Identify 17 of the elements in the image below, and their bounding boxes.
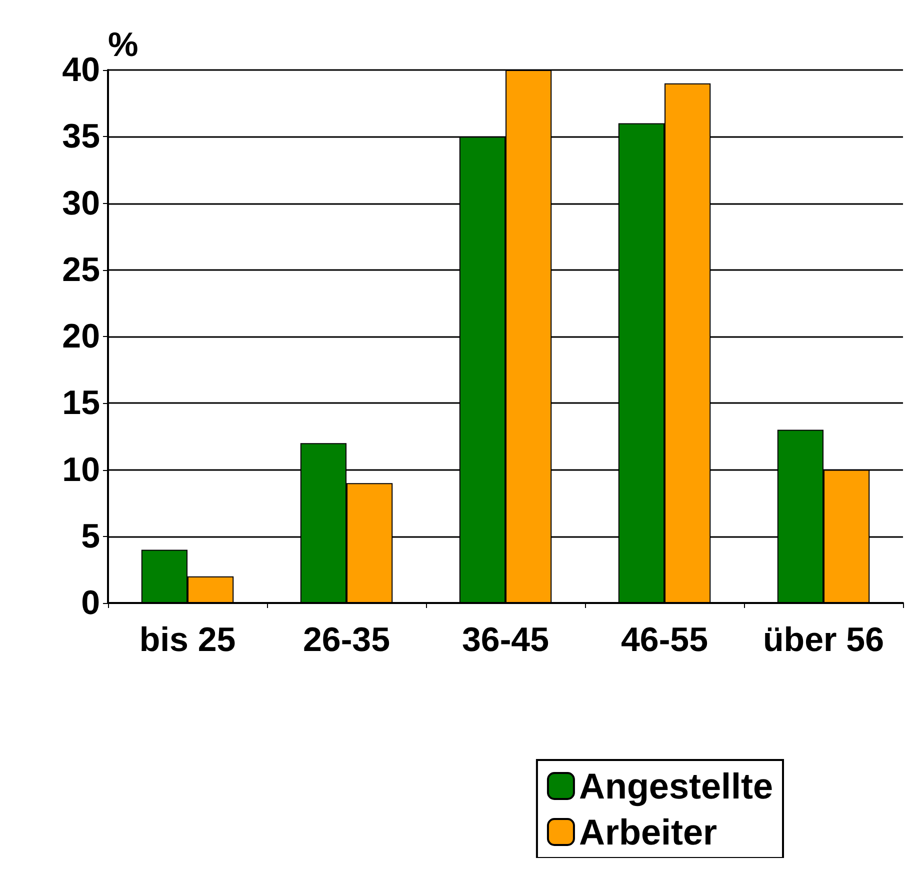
y-tick-label: 30	[62, 184, 100, 222]
y-tick-label: 15	[62, 384, 100, 422]
x-tick-label: 36-45	[462, 621, 549, 659]
y-tick-label: 10	[62, 450, 100, 489]
y-tick-label: 25	[62, 250, 100, 289]
x-tick-label: 46-55	[621, 621, 708, 659]
y-tick-label: 0	[81, 584, 100, 622]
y-tick-label: 40	[62, 51, 100, 89]
x-tick-label: 26-35	[303, 621, 390, 659]
y-axis-title: %	[108, 26, 138, 64]
y-tick-label: 20	[62, 318, 100, 356]
x-tick-label: über 56	[763, 621, 884, 659]
y-tick-label: 35	[62, 118, 100, 156]
legend-label: Arbeiter	[578, 812, 717, 852]
legend-label: Angestellte	[578, 766, 773, 806]
y-tick-label: 5	[81, 517, 100, 556]
x-tick-label: bis 25	[139, 621, 236, 659]
